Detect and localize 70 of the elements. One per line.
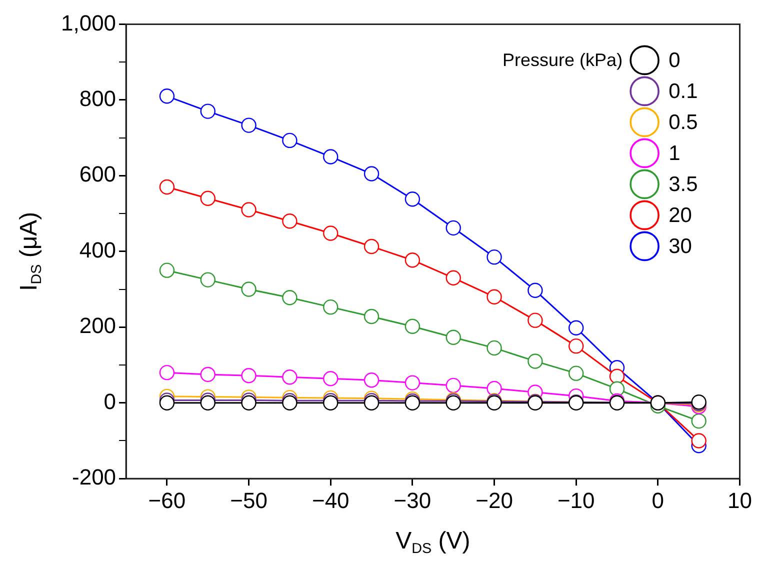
- point: [200, 104, 216, 119]
- point: [691, 413, 706, 429]
- legend-label: 1: [668, 142, 680, 165]
- point: [159, 88, 175, 104]
- point: [323, 226, 338, 241]
- point: [323, 299, 338, 315]
- legend-label: 20: [668, 204, 692, 227]
- y-tick-label: -200: [72, 464, 116, 490]
- x-tick-label: 10: [728, 488, 752, 513]
- legend-label: 30: [668, 234, 692, 258]
- y-tick-label: 600: [79, 162, 116, 187]
- point: [486, 249, 502, 265]
- y-tick-label: 1,000: [60, 10, 116, 36]
- point: [568, 366, 584, 381]
- point: [241, 118, 256, 133]
- point: [609, 381, 625, 396]
- point: [200, 190, 216, 206]
- legend-title: Pressure (kPa): [502, 50, 623, 70]
- point: [528, 354, 543, 369]
- point: [691, 433, 706, 448]
- point: [241, 202, 256, 218]
- y-tick-label: 200: [79, 313, 116, 338]
- point: [159, 262, 175, 278]
- point: [446, 220, 461, 236]
- point: [241, 368, 256, 384]
- point: [200, 366, 216, 382]
- point: [364, 238, 380, 254]
- x-tick-label: −50: [230, 488, 268, 513]
- point: [282, 370, 298, 385]
- y-tick-label: 400: [79, 237, 116, 262]
- point: [609, 368, 625, 384]
- point: [404, 375, 420, 390]
- point: [568, 320, 584, 336]
- legend-label: 0.1: [668, 80, 698, 103]
- point: [486, 340, 502, 356]
- point: [446, 378, 461, 394]
- point: [486, 380, 502, 396]
- point: [323, 149, 338, 164]
- point: [528, 312, 543, 328]
- x-tick-label: −40: [312, 488, 350, 513]
- x-tick-label: −30: [394, 488, 432, 513]
- point: [568, 338, 584, 354]
- point: [364, 372, 380, 388]
- point: [282, 214, 298, 229]
- legend-label: 3.5: [668, 172, 698, 196]
- point: [404, 318, 420, 334]
- point: [159, 179, 175, 195]
- x-tick-label: −60: [148, 488, 186, 513]
- legend-label: 0.5: [668, 110, 698, 134]
- point: [528, 282, 543, 298]
- point: [486, 289, 502, 304]
- x-tick-label: −20: [476, 488, 513, 513]
- point: [446, 330, 461, 345]
- point: [241, 282, 256, 297]
- point: [404, 252, 420, 268]
- legend-label: 0: [668, 48, 680, 72]
- point: [446, 270, 461, 286]
- point: [364, 308, 380, 324]
- point: [200, 272, 216, 288]
- y-tick-label: 800: [79, 86, 116, 111]
- point: [282, 290, 298, 306]
- point: [364, 166, 380, 182]
- x-tick-label: −10: [557, 488, 595, 513]
- y-axis-title: IDS (μA): [16, 212, 46, 291]
- point: [282, 132, 298, 148]
- point: [159, 364, 175, 380]
- point: [323, 371, 338, 386]
- x-tick-label: 0: [652, 488, 664, 513]
- point: [404, 192, 420, 207]
- y-tick-label: 0: [104, 388, 116, 414]
